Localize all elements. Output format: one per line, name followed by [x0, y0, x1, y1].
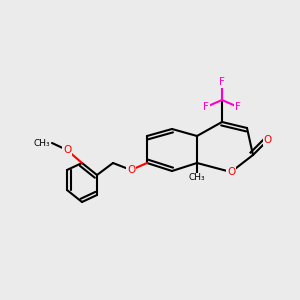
Text: O: O	[127, 165, 135, 175]
Text: O: O	[63, 145, 71, 155]
Text: O: O	[227, 167, 235, 177]
Text: F: F	[203, 102, 209, 112]
Text: F: F	[235, 102, 241, 112]
Text: CH₃: CH₃	[33, 139, 50, 148]
Text: O: O	[264, 135, 272, 145]
Text: F: F	[219, 77, 225, 87]
Text: CH₃: CH₃	[189, 173, 205, 182]
